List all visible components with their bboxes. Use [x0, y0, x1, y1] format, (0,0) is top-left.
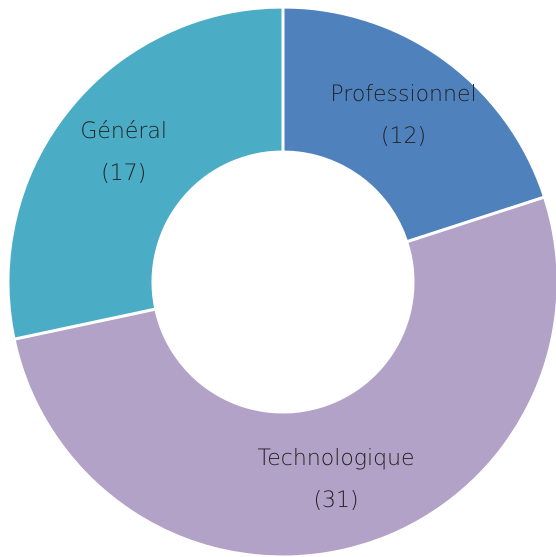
- donut-segment: [6, 5, 285, 341]
- value-label: (17): [101, 161, 146, 186]
- segment-label: Général: [80, 119, 167, 144]
- value-label: (12): [381, 124, 426, 149]
- donut-segment: [12, 195, 556, 557]
- value-label: (31): [313, 488, 358, 513]
- segment-label: Professionnel: [330, 82, 476, 107]
- segment-label: Technologique: [258, 446, 415, 471]
- donut-segment: [281, 5, 547, 244]
